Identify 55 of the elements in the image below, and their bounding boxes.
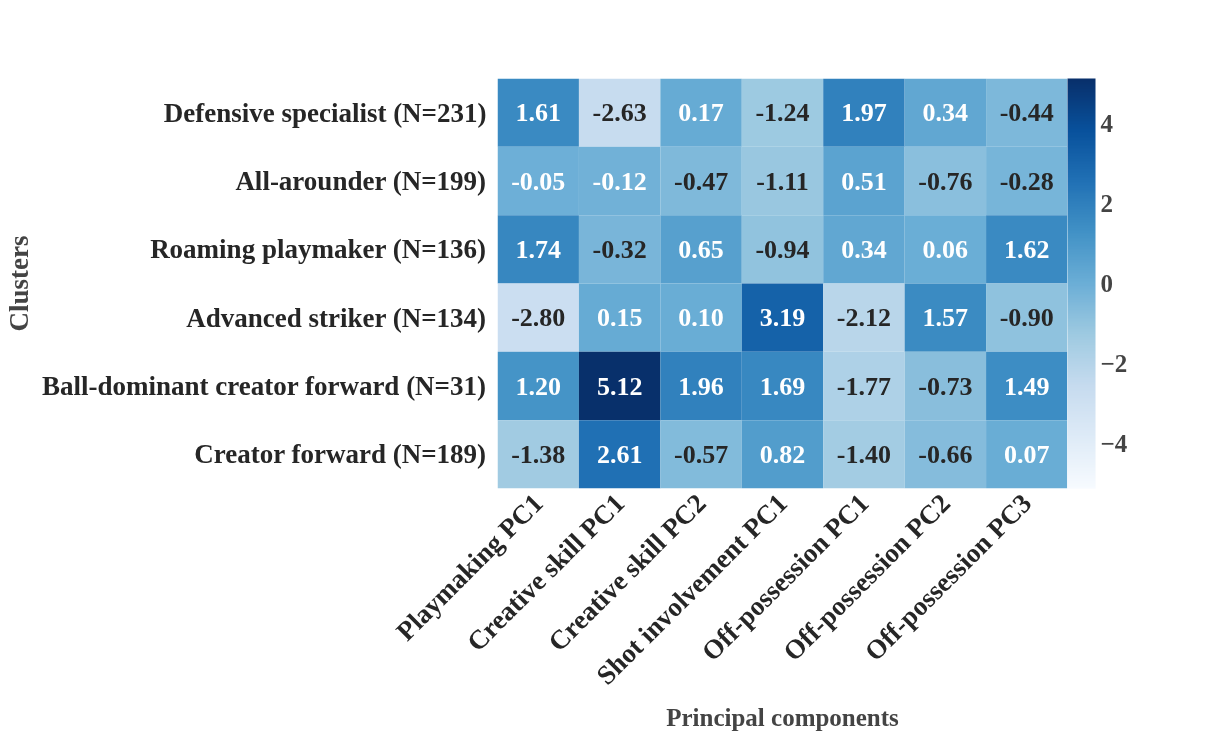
y-tick-label: Roaming playmaker (N=136) [150, 234, 487, 265]
data-label: 1.20 [515, 371, 561, 401]
data-label: -1.11 [756, 166, 809, 196]
data-label: -1.77 [836, 371, 892, 401]
data-label: 1.49 [1004, 371, 1050, 401]
data-label: 0.10 [678, 303, 724, 333]
data-label: 0.15 [596, 303, 643, 333]
data-label: -0.28 [999, 166, 1054, 196]
y-tick-label: All-arounder (N=199) [235, 166, 487, 196]
data-label: -2.80 [511, 303, 566, 333]
data-label: -0.47 [673, 166, 729, 196]
data-label: -0.44 [999, 98, 1054, 128]
data-label: 5.12 [596, 371, 643, 401]
y-axis-title: Clusters [3, 235, 34, 332]
data-label: 0.06 [922, 234, 969, 264]
data-label: -0.32 [592, 234, 647, 264]
data-label: 1.57 [922, 303, 969, 333]
color-bar-label: 0 [1100, 270, 1113, 297]
color-bar-label: −2 [1100, 350, 1128, 378]
data-label: 3.19 [759, 303, 806, 333]
y-tick-label: Advanced striker (N=134) [186, 302, 487, 333]
y-tick-label: Ball-dominant creator forward (N=31) [41, 371, 487, 401]
data-label: -0.90 [999, 303, 1054, 333]
color-bar-label: −4 [1100, 430, 1128, 458]
data-label: 1.69 [759, 371, 806, 401]
data-label: -0.12 [592, 166, 647, 196]
data-label: -0.05 [511, 166, 566, 196]
y-tick-label: Defensive specialist (N=231) [163, 97, 487, 128]
data-label: 1.96 [678, 371, 724, 401]
data-label: -2.12 [836, 303, 892, 333]
data-label: -1.38 [511, 439, 566, 469]
data-label: -0.94 [755, 234, 810, 264]
x-axis-title: Principal components [666, 704, 900, 732]
data-label: 2.61 [596, 439, 643, 469]
y-tick-label: Creator forward (N=189) [194, 439, 487, 470]
data-label: 1.74 [515, 234, 561, 264]
data-label: -0.76 [918, 166, 973, 196]
data-label: 0.07 [1004, 439, 1050, 469]
data-label: 0.65 [678, 234, 724, 264]
data-label: 1.97 [841, 98, 887, 128]
data-label: -1.24 [755, 98, 810, 128]
data-label: 1.61 [515, 98, 561, 128]
data-label: 0.82 [759, 439, 806, 469]
data-label: -2.63 [592, 98, 647, 128]
data-label: -0.73 [918, 371, 973, 401]
data-label: 0.34 [922, 98, 969, 128]
color-bar-label: 4 [1100, 109, 1114, 137]
data-label: 0.34 [841, 234, 887, 264]
data-label: 0.51 [841, 166, 887, 196]
data-label: -0.66 [918, 439, 973, 469]
data-label: -0.57 [673, 439, 729, 469]
color-bar-label: 2 [1100, 189, 1113, 217]
data-label: 0.17 [678, 98, 724, 128]
data-label: -1.40 [836, 439, 892, 469]
data-label: 1.62 [1004, 234, 1050, 264]
